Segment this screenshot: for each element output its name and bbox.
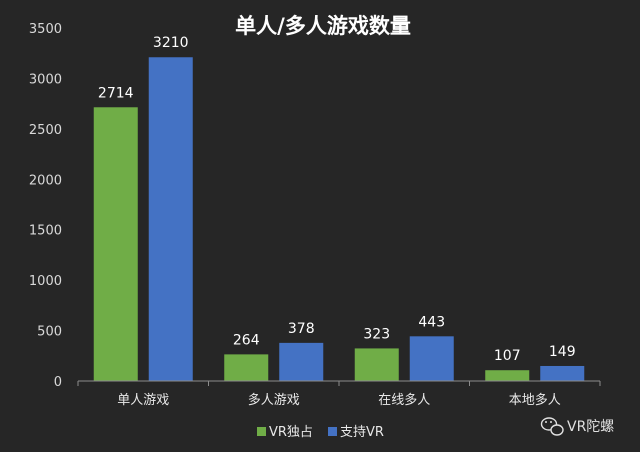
y-tick-label: 1500 xyxy=(29,224,62,239)
y-axis: 0 500 1000 1500 2000 2500 3000 3500 xyxy=(29,22,62,390)
x-category-label: 多人游戏 xyxy=(248,392,300,408)
bar-vr-exclusive xyxy=(224,354,269,381)
legend-swatch-vr-supported xyxy=(328,427,337,436)
legend-label-vr-exclusive: VR独占 xyxy=(269,425,313,440)
bar-vr-supported xyxy=(279,342,324,381)
legend: VR独占 支持VR xyxy=(257,425,384,440)
legend-swatch-vr-exclusive xyxy=(257,427,266,436)
y-tick-label: 2500 xyxy=(29,123,62,138)
y-tick-label: 0 xyxy=(54,375,62,390)
bar-vr-exclusive xyxy=(354,348,399,381)
bars xyxy=(93,57,585,382)
bar-vr-exclusive xyxy=(93,107,138,381)
bar-vr-supported xyxy=(148,57,193,382)
data-label: 264 xyxy=(233,332,260,348)
y-tick-label: 1000 xyxy=(29,274,62,289)
data-label: 149 xyxy=(549,344,576,360)
data-label: 2714 xyxy=(98,85,134,101)
data-label: 323 xyxy=(363,326,390,342)
wechat-icon xyxy=(540,417,564,436)
data-label: 443 xyxy=(418,314,445,330)
bar-vr-exclusive xyxy=(485,370,530,381)
data-label: 107 xyxy=(494,348,521,364)
data-label: 3210 xyxy=(153,35,189,51)
x-category-label: 单人游戏 xyxy=(117,393,169,408)
data-label: 378 xyxy=(288,321,315,337)
data-labels: 2714 3210 264 378 323 443 107 149 xyxy=(98,35,576,364)
legend-label-vr-supported: 支持VR xyxy=(340,425,384,440)
x-axis: 单人游戏 多人游戏 在线多人 本地多人 xyxy=(77,381,601,408)
watermark-text: VR陀螺 xyxy=(567,419,614,435)
x-category-label: 本地多人 xyxy=(509,392,561,408)
y-tick-label: 500 xyxy=(37,325,62,340)
x-category-label: 在线多人 xyxy=(378,392,430,408)
bar-vr-supported xyxy=(540,365,585,381)
y-tick-label: 3000 xyxy=(29,72,62,87)
y-tick-label: 2000 xyxy=(29,173,62,188)
legend-item-vr-exclusive: VR独占 xyxy=(257,425,313,440)
y-tick-label: 3500 xyxy=(29,22,62,37)
chart-title: 单人/多人游戏数量 xyxy=(235,14,411,38)
watermark: VR陀螺 xyxy=(540,417,614,436)
legend-item-vr-supported: 支持VR xyxy=(328,425,384,440)
bar-vr-supported xyxy=(409,336,454,381)
